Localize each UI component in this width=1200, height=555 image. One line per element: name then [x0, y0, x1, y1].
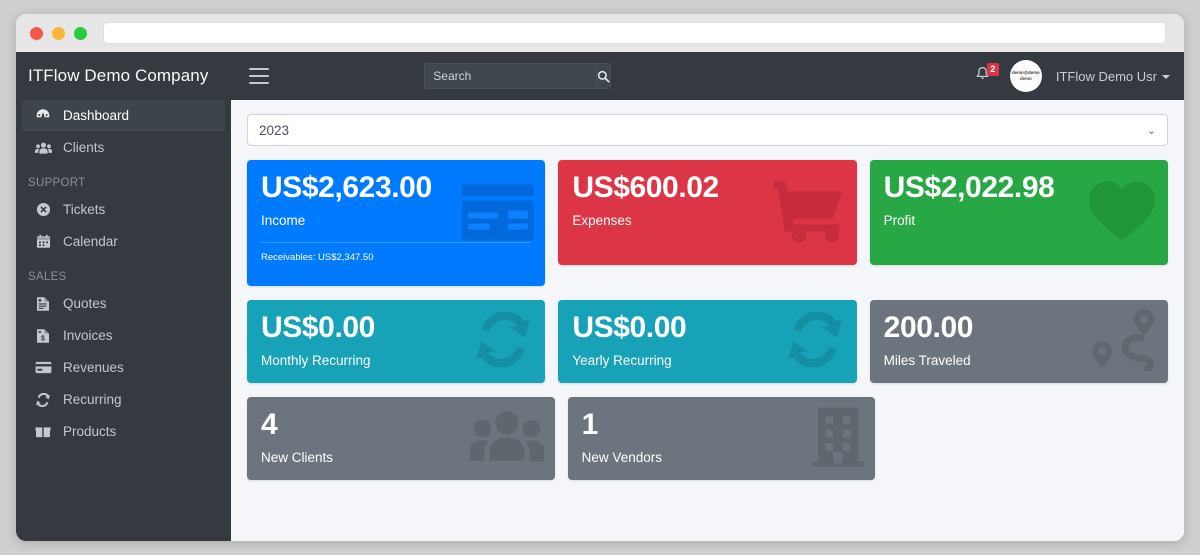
sidebar: ITFlow Demo Company Dashboard: [16, 52, 231, 541]
sidebar-nav-sales: Quotes $ Invoices: [16, 288, 231, 447]
sidebar-item-label: Products: [63, 424, 117, 439]
stat-card-row-3-spacer: [888, 397, 1168, 480]
sidebar-item-products[interactable]: Products: [22, 416, 225, 447]
stat-value: US$600.02: [572, 171, 719, 204]
sidebar-item-label: Clients: [63, 140, 105, 155]
search-input[interactable]: [424, 63, 597, 89]
stat-label: Miles Traveled: [883, 352, 971, 368]
svg-text:$: $: [41, 335, 45, 342]
sidebar-item-label: Tickets: [63, 202, 106, 217]
sidebar-item-calendar[interactable]: Calendar: [22, 226, 225, 257]
sidebar-group-header-sales: SALES: [28, 271, 67, 283]
sidebar-item-recurring[interactable]: Recurring: [22, 384, 225, 415]
stat-card-profit[interactable]: US$2,022.98 Profit: [869, 160, 1168, 265]
address-bar[interactable]: [103, 22, 1166, 44]
stat-card-expenses[interactable]: US$600.02 Expenses: [558, 160, 857, 265]
sidebar-item-quotes[interactable]: Quotes: [22, 288, 225, 319]
stat-card-row-3: 4 New Clients 1: [247, 397, 1168, 480]
users-icon: [32, 141, 54, 155]
sidebar-nav-main: Dashboard Clients: [16, 100, 231, 163]
stat-label: Income: [261, 212, 306, 228]
avatar-line-1: demo@demo: [1011, 70, 1040, 76]
search-button[interactable]: [596, 63, 612, 89]
search-bar: [424, 63, 612, 89]
sidebar-group-header-support: SUPPORT: [28, 177, 86, 189]
browser-window: ITFlow Demo Company Dashboard: [16, 14, 1184, 541]
user-menu[interactable]: ITFlow Demo Usr: [1056, 69, 1170, 84]
notifications-button[interactable]: 2: [973, 62, 999, 89]
sidebar-item-tickets[interactable]: Tickets: [22, 194, 225, 225]
sidebar-item-label: Recurring: [63, 392, 122, 407]
stat-value: US$2,623.00: [261, 171, 432, 204]
stat-label: Monthly Recurring: [261, 352, 371, 368]
bell-icon: [976, 66, 989, 79]
calendar-icon: [32, 234, 54, 249]
stat-label: Expenses: [572, 212, 632, 228]
sidebar-item-dashboard[interactable]: Dashboard: [22, 100, 225, 131]
maximize-window-button[interactable]: [74, 26, 87, 40]
stat-card-row-1: US$2,623.00 Income Receivables: US$2,347…: [247, 160, 1168, 286]
notification-badge: 2: [986, 62, 999, 76]
file-invoice-dollar-icon: $: [32, 328, 54, 344]
minimize-window-button[interactable]: [52, 26, 65, 40]
stat-label: New Vendors: [581, 449, 662, 465]
stat-card-miles-traveled[interactable]: 200.00 Miles Traveled: [869, 300, 1168, 383]
stat-card-new-clients[interactable]: 4 New Clients: [247, 397, 555, 480]
stat-value: 1: [581, 408, 599, 441]
dashboard-icon: [32, 107, 54, 123]
stat-value: 200.00: [883, 311, 974, 344]
chevron-down-icon: [1161, 75, 1170, 80]
stat-value: US$2,022.98: [883, 171, 1055, 204]
chevron-down-icon: ⌄: [1146, 124, 1156, 137]
sidebar-item-revenues[interactable]: Revenues: [22, 352, 225, 383]
stat-value: US$0.00: [572, 311, 687, 344]
stat-label: Profit: [883, 212, 916, 228]
sidebar-item-clients[interactable]: Clients: [22, 132, 225, 163]
ticket-icon: [32, 202, 54, 217]
stat-card-income[interactable]: US$2,623.00 Income Receivables: US$2,347…: [247, 160, 546, 286]
box-open-icon: [32, 425, 54, 438]
stat-label: New Clients: [261, 449, 334, 465]
close-window-button[interactable]: [30, 26, 43, 40]
browser-titlebar: [16, 14, 1184, 52]
sidebar-item-label: Revenues: [63, 360, 124, 375]
stat-card-row-2: US$0.00 Monthly Recurring US$0.00 Yearly…: [247, 300, 1168, 383]
stat-value: US$0.00: [261, 311, 375, 344]
file-quote-icon: [32, 296, 54, 312]
top-navbar: 2 demo@demo demo ITFlow Demo Usr: [231, 52, 1184, 100]
sidebar-item-label: Quotes: [63, 296, 107, 311]
sidebar-item-label: Invoices: [63, 328, 113, 343]
sidebar-item-invoices[interactable]: $ Invoices: [22, 320, 225, 351]
credit-card-icon: [32, 361, 54, 374]
stat-card-new-vendors[interactable]: 1 New Vendors: [567, 397, 876, 480]
main-content: 2023 ⌄ US$2,623.00 Income Receivables: U…: [231, 100, 1184, 541]
search-icon: [598, 70, 610, 83]
stat-card-yearly-recurring[interactable]: US$0.00 Yearly Recurring: [558, 300, 857, 383]
avatar[interactable]: demo@demo demo: [1009, 60, 1042, 92]
sidebar-nav-support: Tickets: [16, 194, 231, 257]
stat-value: 4: [261, 408, 278, 441]
brand-title[interactable]: ITFlow Demo Company: [28, 66, 209, 85]
window-controls: [30, 26, 87, 40]
stat-footer: Receivables: US$2,347.50: [261, 241, 532, 263]
app-viewport: ITFlow Demo Company Dashboard: [16, 52, 1184, 541]
avatar-line-2: demo: [1019, 76, 1032, 81]
year-filter-value: 2023: [259, 122, 290, 138]
hamburger-icon[interactable]: [249, 68, 269, 84]
stat-label: Yearly Recurring: [572, 352, 672, 368]
stat-card-monthly-recurring[interactable]: US$0.00 Monthly Recurring: [247, 300, 546, 383]
sidebar-item-label: Dashboard: [63, 107, 130, 123]
navbar-right-actions: 2 demo@demo demo ITFlow Demo Usr: [973, 60, 1170, 92]
user-menu-label: ITFlow Demo Usr: [1055, 68, 1157, 84]
sidebar-item-label: Calendar: [63, 234, 118, 249]
year-filter-select[interactable]: 2023 ⌄: [247, 114, 1168, 146]
sync-icon: [32, 392, 54, 408]
